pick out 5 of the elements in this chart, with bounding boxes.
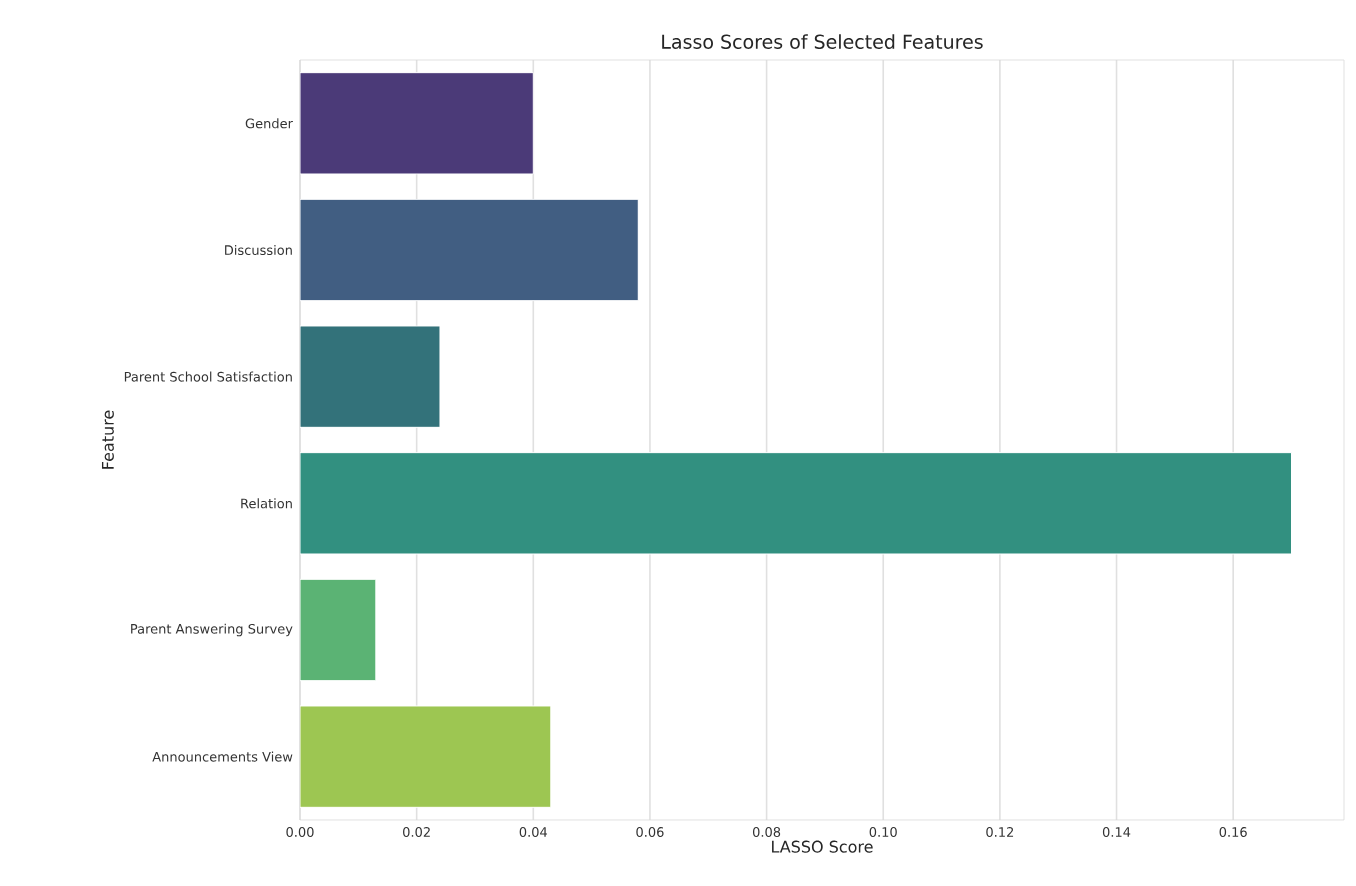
chart-title: Lasso Scores of Selected Features: [662, 34, 983, 49]
bar: [300, 705, 552, 808]
y-axis-title: Feature: [101, 410, 114, 469]
bar: [300, 578, 377, 682]
x-axis-title: LASSO Score: [772, 840, 873, 853]
